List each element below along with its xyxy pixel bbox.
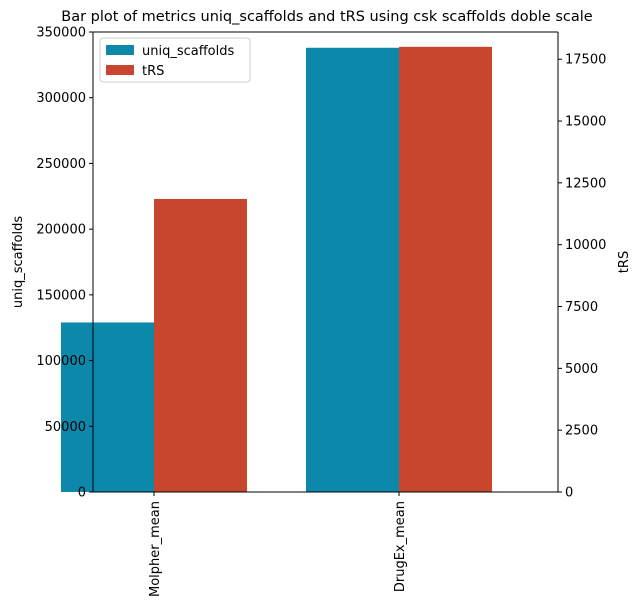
- y-left-tick-label: 50000: [45, 420, 86, 435]
- y-left-tick-label: 0: [78, 486, 86, 501]
- y-left-tick-label: 200000: [36, 223, 86, 238]
- y-right-tick-label: 10000: [565, 238, 606, 253]
- chart-title: Bar plot of metrics uniq_scaffolds and t…: [61, 9, 592, 25]
- legend-label-tRS: tRS: [142, 64, 164, 79]
- legend-box: [99, 37, 251, 83]
- legend-swatch-tRS: [106, 65, 134, 75]
- y-axis-label-left: uniq_scaffolds: [11, 216, 26, 309]
- y-right-tick-label: 15000: [565, 115, 606, 130]
- y-right-tick-label: 12500: [565, 176, 606, 191]
- x-tick-label: Molpher_mean: [148, 501, 163, 597]
- y-right-tick-label: 7500: [565, 300, 598, 315]
- y-left-tick-label: 300000: [36, 91, 86, 106]
- y-right-tick-label: 0: [565, 486, 573, 501]
- y-right-tick-label: 2500: [565, 424, 598, 439]
- bar-uniq_scaffolds-DrugEx_mean: [306, 47, 399, 493]
- y-left-tick-label: 250000: [36, 157, 86, 172]
- bar-tRS-Molpher_mean: [154, 198, 247, 492]
- bars-layer: [61, 46, 492, 493]
- y-left-tick-label: 350000: [36, 26, 86, 41]
- legend: uniq_scaffolds tRS: [99, 37, 251, 83]
- y-right-tick-label: 5000: [565, 362, 598, 377]
- y-left-tick-label: 150000: [36, 288, 86, 303]
- bar-uniq_scaffolds-Molpher_mean: [61, 322, 154, 492]
- y-left-tick-label: 100000: [36, 354, 86, 369]
- legend-swatch-uniq_scaffolds: [106, 45, 134, 55]
- axes-layer: Molpher_mean DrugEx_mean05000010000015000…: [11, 26, 632, 597]
- y-axis-label-right: tRS: [617, 251, 632, 273]
- bar-tRS-DrugEx_mean: [399, 46, 492, 492]
- y-right-tick-label: 17500: [565, 53, 606, 68]
- legend-label-uniq_scaffolds: uniq_scaffolds: [142, 44, 235, 59]
- x-tick-label: DrugEx_mean: [393, 501, 408, 592]
